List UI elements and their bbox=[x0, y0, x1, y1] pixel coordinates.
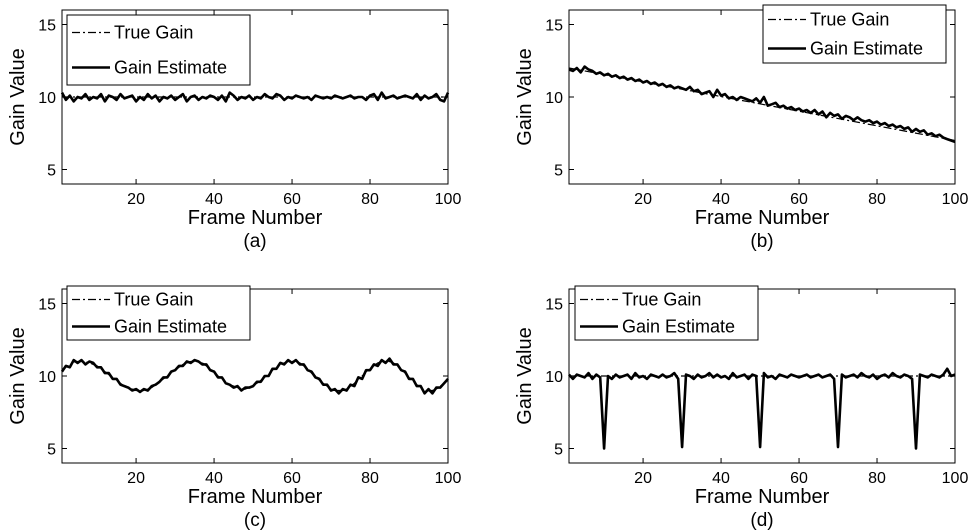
subfigure-label: (a) bbox=[243, 231, 266, 252]
subfigure-label: (b) bbox=[750, 231, 773, 252]
series-line-gain-estimate bbox=[60, 357, 449, 395]
y-tick-label: 15 bbox=[545, 18, 563, 35]
x-tick-label: 40 bbox=[205, 191, 223, 208]
y-tick-label: 5 bbox=[47, 442, 56, 459]
x-tick-label: 100 bbox=[435, 470, 462, 487]
x-tick-label: 40 bbox=[205, 470, 223, 487]
y-tick-label: 15 bbox=[545, 297, 563, 314]
x-tick-label: 60 bbox=[283, 470, 301, 487]
subfigure-label: (c) bbox=[244, 510, 266, 531]
x-tick-label: 20 bbox=[634, 470, 652, 487]
x-tick-label: 100 bbox=[942, 470, 969, 487]
legend-box bbox=[66, 285, 251, 341]
x-tick-label: 20 bbox=[127, 470, 145, 487]
legend: True Gain Gain Estimate bbox=[574, 285, 759, 341]
series-line-gain-estimate bbox=[568, 367, 956, 450]
x-tick-label: 80 bbox=[361, 191, 379, 208]
x-tick-label: 60 bbox=[790, 191, 808, 208]
x-tick-label: 60 bbox=[283, 191, 301, 208]
x-axis-label: Frame Number bbox=[695, 207, 830, 229]
y-axis-label: Gain Value bbox=[7, 327, 29, 424]
subfigure-label: (d) bbox=[750, 510, 773, 531]
panel-c: 5 10 15 20 40 60 80 100 Frame Number Gain Value (c… bbox=[7, 285, 462, 531]
x-tick-label: 80 bbox=[361, 470, 379, 487]
legend-label: True Gain bbox=[114, 290, 193, 310]
x-tick-label: 100 bbox=[435, 191, 462, 208]
panel-b: 5 10 15 20 40 60 80 100 Frame Number Gain Value (b… bbox=[514, 4, 969, 252]
legend: True Gain Gain Estimate bbox=[66, 14, 251, 86]
x-tick-label: 80 bbox=[868, 191, 886, 208]
panel-d: 5 10 15 20 40 60 80 100 Frame Number Gain Value (d… bbox=[514, 285, 969, 531]
legend: True Gain Gain Estimate bbox=[762, 4, 947, 64]
x-tick-label: 20 bbox=[127, 191, 145, 208]
y-tick-label: 10 bbox=[38, 369, 56, 386]
x-tick-label: 20 bbox=[634, 191, 652, 208]
legend-label: Gain Estimate bbox=[114, 317, 227, 337]
y-tick-label: 10 bbox=[545, 369, 563, 386]
legend-label: Gain Estimate bbox=[114, 58, 227, 78]
legend-label: True Gain bbox=[810, 10, 889, 30]
y-tick-label: 10 bbox=[545, 90, 563, 107]
x-tick-label: 80 bbox=[868, 470, 886, 487]
legend-box bbox=[66, 14, 251, 86]
legend-box bbox=[574, 285, 759, 341]
legend-label: True Gain bbox=[622, 290, 701, 310]
y-tick-label: 10 bbox=[38, 90, 56, 107]
x-axis-label: Frame Number bbox=[188, 486, 323, 508]
series-line-gain-estimate bbox=[60, 91, 450, 103]
x-tick-label: 100 bbox=[942, 191, 969, 208]
y-tick-label: 15 bbox=[38, 297, 56, 314]
legend-box bbox=[762, 4, 947, 64]
x-axis-label: Frame Number bbox=[188, 207, 323, 229]
y-tick-label: 15 bbox=[38, 18, 56, 35]
legend-label: Gain Estimate bbox=[810, 39, 923, 59]
y-axis-label: Gain Value bbox=[7, 48, 29, 145]
panel-a: 5 10 15 20 40 60 80 100 Frame Number Gain Value (a… bbox=[7, 9, 462, 252]
y-tick-label: 5 bbox=[554, 442, 563, 459]
series-line-gain-estimate bbox=[568, 65, 956, 144]
x-tick-label: 40 bbox=[712, 191, 730, 208]
legend-label: Gain Estimate bbox=[622, 317, 735, 337]
y-tick-label: 5 bbox=[554, 163, 563, 180]
x-axis-label: Frame Number bbox=[695, 486, 830, 508]
legend: True Gain Gain Estimate bbox=[66, 285, 251, 341]
legend-label: True Gain bbox=[114, 23, 193, 43]
x-tick-label: 60 bbox=[790, 470, 808, 487]
y-axis-label: Gain Value bbox=[514, 327, 536, 424]
y-axis-label: Gain Value bbox=[514, 48, 536, 145]
x-tick-label: 40 bbox=[712, 470, 730, 487]
y-tick-label: 5 bbox=[47, 163, 56, 180]
